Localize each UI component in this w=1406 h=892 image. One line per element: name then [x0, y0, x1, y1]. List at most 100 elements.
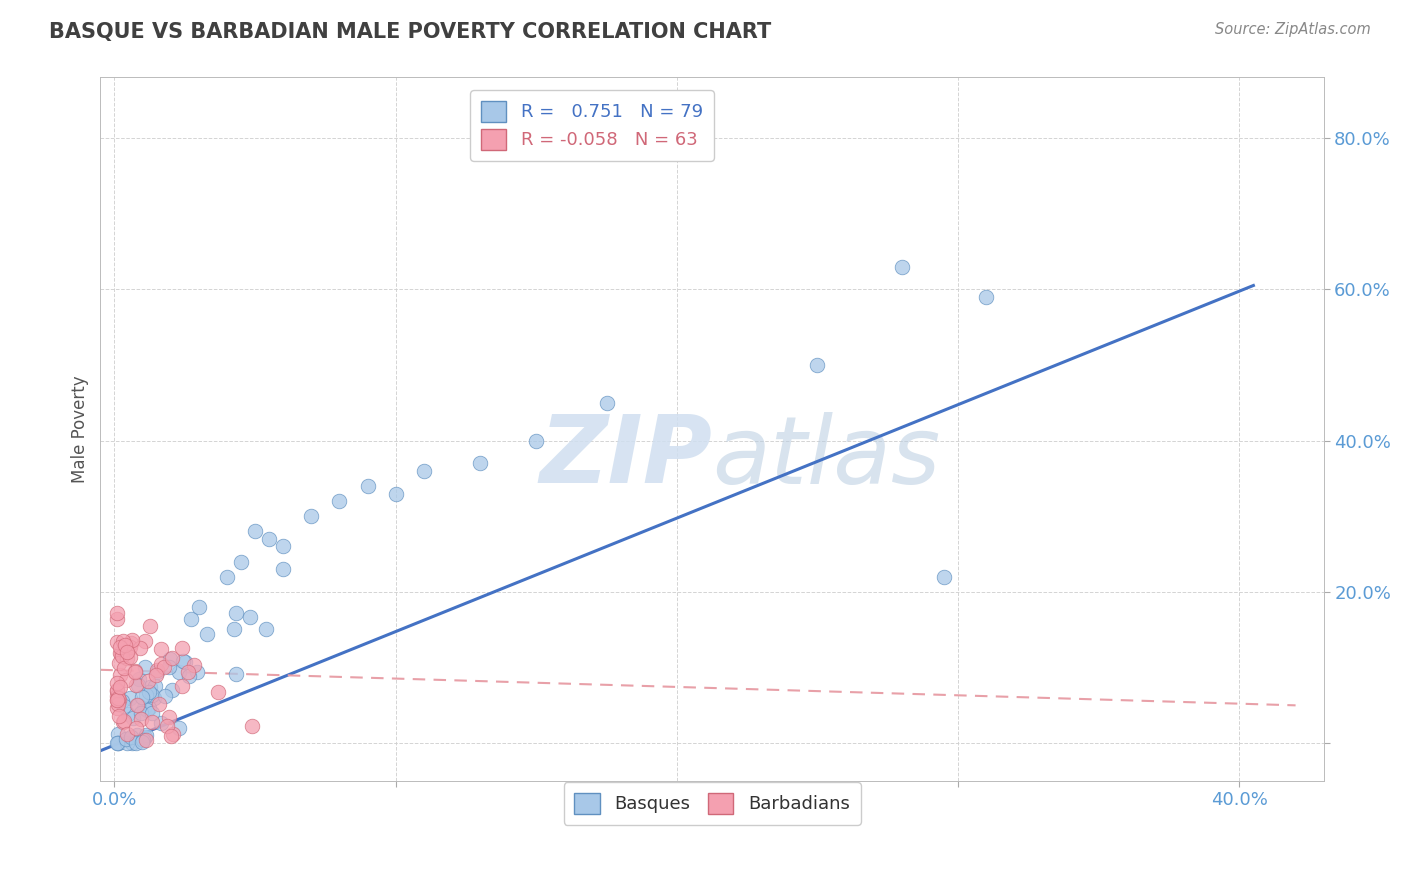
Point — [974, 290, 997, 304]
Point — [207, 685, 229, 699]
Point — [149, 716, 172, 731]
Point — [114, 638, 136, 652]
Point — [105, 692, 128, 706]
Point — [149, 642, 172, 657]
Point — [127, 728, 149, 742]
Point — [125, 736, 148, 750]
Point — [257, 532, 280, 546]
Point — [177, 669, 200, 683]
Point — [125, 678, 148, 692]
Point — [148, 697, 170, 711]
Point — [114, 673, 136, 687]
Point — [105, 700, 128, 714]
Point — [239, 610, 262, 624]
Point — [121, 736, 143, 750]
Point — [110, 648, 132, 662]
Point — [180, 612, 202, 626]
Point — [105, 684, 128, 698]
Point — [254, 622, 277, 636]
Point — [131, 690, 153, 705]
Text: atlas: atlas — [711, 412, 941, 503]
Point — [141, 714, 163, 729]
Point — [118, 650, 141, 665]
Point — [157, 710, 180, 724]
Point — [131, 732, 153, 747]
Point — [141, 688, 163, 702]
Point — [105, 682, 128, 697]
Point — [134, 730, 156, 744]
Point — [172, 654, 194, 668]
Point — [128, 640, 150, 655]
Point — [806, 358, 828, 372]
Point — [115, 727, 138, 741]
Y-axis label: Male Poverty: Male Poverty — [72, 376, 89, 483]
Point — [169, 665, 191, 679]
Point — [117, 706, 139, 721]
Point — [146, 663, 169, 677]
Point — [125, 698, 148, 712]
Point — [127, 678, 149, 692]
Point — [155, 690, 177, 704]
Point — [107, 736, 129, 750]
Point — [149, 657, 172, 672]
Point — [195, 626, 218, 640]
Point — [138, 680, 160, 694]
Point — [229, 555, 252, 569]
Point — [111, 693, 134, 707]
Point — [112, 660, 135, 674]
Text: Source: ZipAtlas.com: Source: ZipAtlas.com — [1215, 22, 1371, 37]
Point — [107, 736, 129, 750]
Point — [143, 679, 166, 693]
Point — [384, 486, 406, 500]
Point — [215, 570, 238, 584]
Point — [105, 612, 128, 626]
Point — [105, 690, 128, 704]
Text: BASQUE VS BARBADIAN MALE POVERTY CORRELATION CHART: BASQUE VS BARBADIAN MALE POVERTY CORRELA… — [49, 22, 772, 42]
Point — [271, 562, 294, 576]
Point — [124, 665, 146, 680]
Point — [135, 688, 157, 702]
Legend: Basques, Barbadians: Basques, Barbadians — [564, 782, 860, 825]
Point — [122, 711, 145, 725]
Point — [162, 727, 184, 741]
Point — [107, 727, 129, 741]
Point — [160, 683, 183, 698]
Point — [111, 648, 134, 663]
Point — [271, 540, 294, 554]
Point — [105, 606, 128, 620]
Point — [105, 736, 128, 750]
Point — [173, 655, 195, 669]
Point — [134, 634, 156, 648]
Point — [120, 691, 142, 706]
Point — [134, 660, 156, 674]
Point — [112, 634, 135, 648]
Point — [186, 665, 208, 679]
Point — [108, 656, 131, 670]
Point — [139, 619, 162, 633]
Point — [107, 691, 129, 706]
Point — [183, 657, 205, 672]
Point — [412, 464, 434, 478]
Point — [115, 736, 138, 750]
Point — [243, 524, 266, 539]
Point — [146, 665, 169, 679]
Point — [153, 660, 176, 674]
Point — [157, 659, 180, 673]
Point — [136, 673, 159, 688]
Point — [299, 509, 322, 524]
Point — [170, 679, 193, 693]
Point — [141, 706, 163, 721]
Point — [145, 668, 167, 682]
Point — [112, 714, 135, 728]
Point — [142, 690, 165, 705]
Point — [328, 494, 350, 508]
Point — [595, 396, 617, 410]
Point — [121, 632, 143, 647]
Point — [114, 699, 136, 714]
Point — [120, 640, 142, 655]
Point — [224, 623, 246, 637]
Point — [167, 721, 190, 735]
Point — [156, 719, 179, 733]
Point — [124, 664, 146, 678]
Point — [160, 729, 183, 743]
